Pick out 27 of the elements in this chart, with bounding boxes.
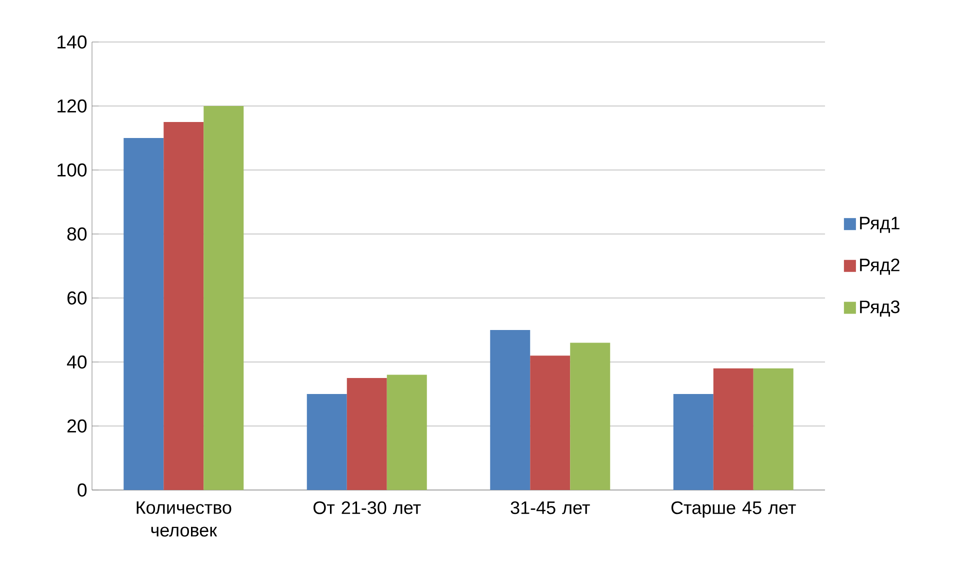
y-tick-label: 100: [58, 163, 87, 177]
y-tick-label: 20: [67, 419, 87, 433]
y-tick-label: 140: [58, 35, 87, 49]
x-tick-label: 31-45 лет: [510, 501, 590, 514]
x-tick-label: Старше 45 лет: [671, 501, 796, 518]
y-tick-label: 0: [78, 483, 87, 497]
bar: [204, 106, 244, 490]
legend-label: Ряд1: [860, 216, 900, 233]
bar: [164, 122, 204, 490]
bar: [346, 378, 387, 490]
x-tick-label: От 21-30 лет: [314, 501, 421, 514]
legend-label: Ряд3: [860, 300, 900, 317]
bar: [713, 368, 754, 490]
bar: [570, 342, 610, 490]
y-tick-label: 120: [58, 99, 87, 113]
bar: [673, 394, 714, 490]
bar: [490, 330, 530, 490]
bar: [124, 138, 164, 490]
y-tick-label: 40: [66, 355, 87, 369]
x-tick-label: Количество человек: [136, 501, 232, 537]
bar: [753, 368, 794, 490]
legend-label: Ряд2: [860, 258, 900, 275]
bar: [530, 356, 570, 490]
bar: [386, 374, 427, 490]
y-tick-label: 80: [67, 227, 87, 241]
bar: [306, 394, 347, 490]
y-tick-label: 60: [67, 291, 87, 305]
